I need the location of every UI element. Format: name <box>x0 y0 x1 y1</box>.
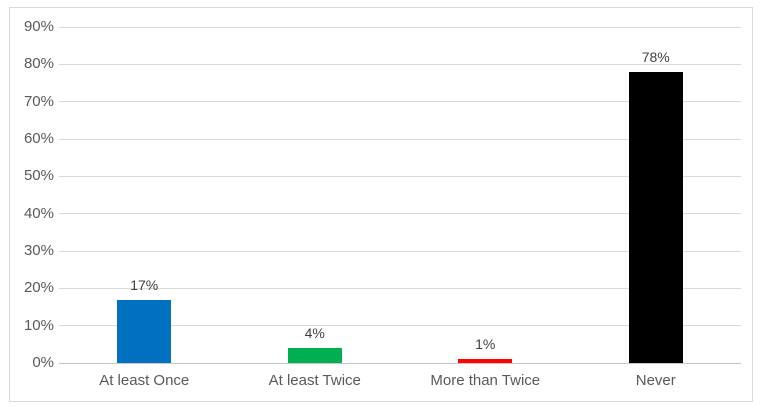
plot-area: 17% 4% 1% 78% <box>59 26 741 364</box>
bar-more-than-twice <box>458 359 513 363</box>
bar-at-least-twice <box>287 348 342 363</box>
gridline-40% <box>59 213 741 215</box>
category-label-at-least-twice: At least Twice <box>268 372 361 389</box>
gridline-80% <box>59 63 741 65</box>
category-label-at-least-once: At least Once <box>99 372 190 389</box>
bar-never <box>628 72 683 363</box>
y-tick-label-30%: 30% <box>23 242 54 259</box>
category-label-never: Never <box>635 372 676 389</box>
chart-frame: 17% 4% 1% 78% 0% 10% 20% 30% 40% 50% 60% 70% 80% 90%… <box>9 7 753 402</box>
y-tick-label-50%: 50% <box>23 167 54 185</box>
gridline-60% <box>59 138 741 140</box>
gridline-70% <box>59 101 741 103</box>
y-tick-label-40%: 40% <box>23 204 54 222</box>
gridline-20% <box>59 287 741 289</box>
y-tick-label-90%: 90% <box>23 18 54 35</box>
x-axis: At least Once At least Twice More than Twi… <box>59 363 741 399</box>
y-tick-label-0%: 0% <box>32 354 54 371</box>
data-label-never: 78% <box>641 49 670 65</box>
x-axis-line <box>59 362 741 364</box>
data-label-at-least-twice: 4% <box>304 325 325 341</box>
y-tick-label-60%: 60% <box>23 130 54 147</box>
y-axis: 0% 10% 20% 30% 40% 50% 60% 70% 80% 90% <box>10 18 54 371</box>
gridline-30% <box>59 250 741 252</box>
y-tick-label-70%: 70% <box>23 92 54 110</box>
gridline-90% <box>59 26 741 28</box>
data-label-at-least-once: 17% <box>130 277 159 293</box>
data-label-more-than-twice: 1% <box>475 336 496 352</box>
bar-at-least-once <box>117 300 172 363</box>
gridline-50% <box>59 175 741 177</box>
y-tick-label-80%: 80% <box>23 55 54 73</box>
y-tick-label-20%: 20% <box>23 279 54 297</box>
gridline-10% <box>59 325 741 327</box>
category-label-more-than-twice: More than Twice <box>430 372 541 389</box>
y-tick-label-10%: 10% <box>23 316 54 334</box>
